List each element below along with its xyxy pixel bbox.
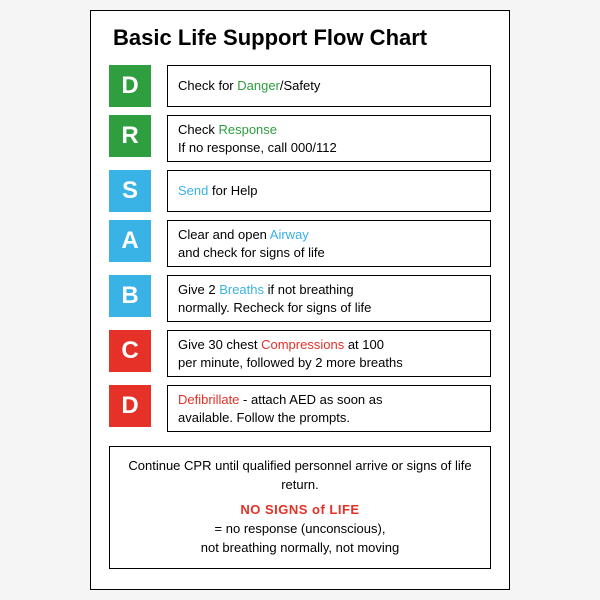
step-line2: available. Follow the prompts. [178,409,480,427]
step-letter-c: C [109,330,151,372]
step-text-post: if not breathing [264,282,354,297]
chart-title: Basic Life Support Flow Chart [113,25,491,51]
step-line2: and check for signs of life [178,244,480,262]
step-highlight: Compressions [261,337,344,352]
step-desc: Send for Help [167,170,491,212]
step-row: D Defibrillate - attach AED as soon as a… [109,385,491,432]
step-highlight: Danger [237,78,280,93]
step-row: B Give 2 Breaths if not breathing normal… [109,275,491,322]
footer-sub2: not breathing normally, not moving [124,539,476,558]
step-row: C Give 30 chest Compressions at 100 per … [109,330,491,377]
step-highlight: Send [178,183,208,198]
steps-container: D Check for Danger/Safety R Check Respon… [109,65,491,432]
step-letter-b: B [109,275,151,317]
step-text-pre: Check for [178,78,237,93]
step-text-pre: Check [178,122,218,137]
step-letter-d2: D [109,385,151,427]
step-letter-a: A [109,220,151,262]
step-desc: Give 30 chest Compressions at 100 per mi… [167,330,491,377]
step-letter-d1: D [109,65,151,107]
step-text-pre: Clear and open [178,227,270,242]
step-highlight: Defibrillate [178,392,239,407]
step-row: A Clear and open Airway and check for si… [109,220,491,267]
step-desc: Check for Danger/Safety [167,65,491,107]
step-highlight: Airway [270,227,309,242]
footer-sub1: = no response (unconscious), [124,520,476,539]
step-row: D Check for Danger/Safety [109,65,491,107]
step-desc: Defibrillate - attach AED as soon as ava… [167,385,491,432]
step-text-post: - attach AED as soon as [239,392,382,407]
step-text-pre: Give 2 [178,282,219,297]
footer-box: Continue CPR until qualified personnel a… [109,446,491,568]
step-letter-r: R [109,115,151,157]
step-highlight: Response [218,122,277,137]
footer-heading: NO SIGNS of LIFE [124,501,476,520]
footer-cpr-text: Continue CPR until qualified personnel a… [124,457,476,495]
step-line2: normally. Recheck for signs of life [178,299,480,317]
step-desc: Clear and open Airway and check for sign… [167,220,491,267]
step-text-post: /Safety [280,78,320,93]
step-row: R Check Response If no response, call 00… [109,115,491,162]
step-row: S Send for Help [109,170,491,212]
step-desc: Check Response If no response, call 000/… [167,115,491,162]
step-text-post: at 100 [344,337,384,352]
step-text-pre: Give 30 chest [178,337,261,352]
step-highlight: Breaths [219,282,264,297]
step-line2: If no response, call 000/112 [178,139,480,157]
step-desc: Give 2 Breaths if not breathing normally… [167,275,491,322]
step-line2: per minute, followed by 2 more breaths [178,354,480,372]
step-letter-s: S [109,170,151,212]
poster: Basic Life Support Flow Chart D Check fo… [90,10,510,590]
step-text-post: for Help [208,183,257,198]
